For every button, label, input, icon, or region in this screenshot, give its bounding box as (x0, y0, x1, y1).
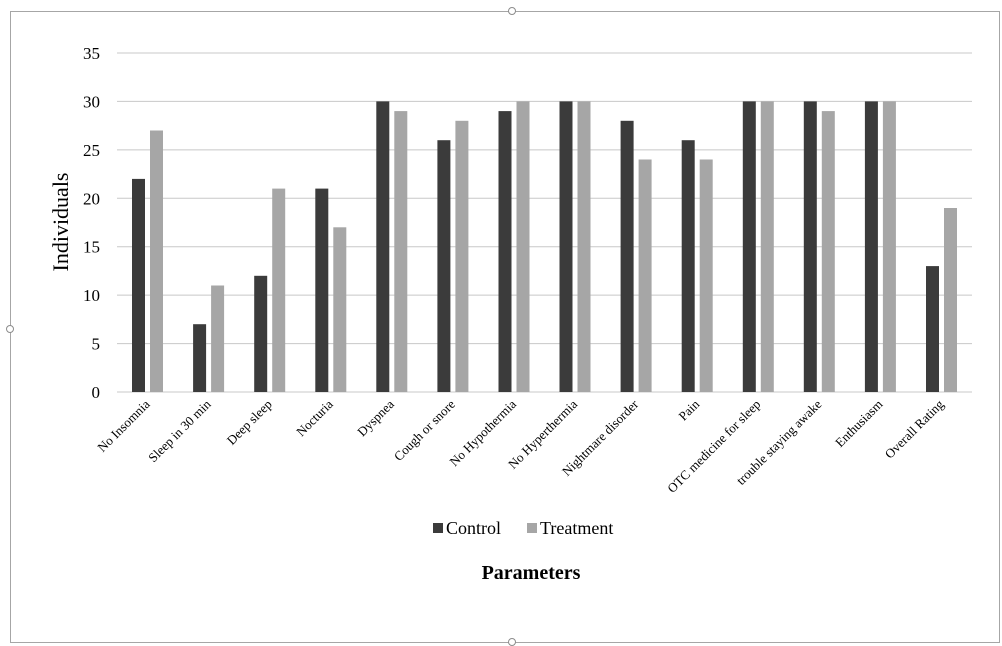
bar-control (926, 266, 939, 392)
grid-lines (117, 52, 972, 393)
x-tick-label: No Insomnia (94, 396, 153, 455)
y-tick-label: 20 (83, 189, 100, 208)
x-tick-label: Pain (675, 396, 702, 423)
legend-swatch-control (433, 523, 443, 533)
bar-control (498, 111, 512, 392)
bar-treatment (821, 111, 835, 392)
bar-treatment (944, 208, 957, 392)
bar-control (437, 140, 451, 392)
y-tick-label: 10 (83, 286, 100, 305)
bar-control (742, 101, 756, 393)
bar-treatment (394, 111, 408, 392)
resize-handle-left[interactable] (6, 325, 14, 333)
bar-control (864, 101, 878, 393)
bar-control (559, 101, 573, 393)
x-tick-label: Overall Rating (882, 396, 947, 461)
bar-control (315, 188, 329, 392)
x-axis-label: Parameters (482, 562, 581, 584)
y-tick-label: 15 (83, 238, 100, 257)
y-tick-label: 35 (83, 44, 100, 63)
bar-treatment (272, 188, 286, 392)
bar-treatment (638, 159, 652, 392)
y-tick-labels: 0 5 10 15 20 25 30 35 (83, 44, 100, 402)
bar-control (620, 120, 634, 393)
legend-swatch-treatment (527, 523, 537, 533)
x-tick-label: Nocturia (293, 396, 336, 439)
y-tick-label: 5 (92, 335, 101, 354)
x-tick-label: Deep sleep (224, 397, 275, 448)
y-tick-label: 0 (92, 383, 101, 402)
bar-control (376, 101, 390, 393)
bar-treatment (699, 159, 713, 392)
x-tick-label: Enthusiasm (832, 397, 886, 451)
bar-control (193, 324, 207, 392)
bar-treatment (516, 101, 530, 393)
x-tick-label: Cough or snore (391, 396, 458, 463)
bar-treatment (333, 227, 347, 392)
bar-control (681, 140, 695, 392)
bar-treatment (577, 101, 591, 393)
bar-treatment (455, 120, 469, 393)
resize-handle-top[interactable] (508, 7, 516, 15)
bar-treatment (760, 101, 774, 393)
bar-control (254, 275, 268, 392)
legend: Control Treatment (433, 518, 613, 538)
x-tick-label: Sleep in 30 min (145, 396, 214, 465)
y-tick-label: 30 (83, 92, 100, 111)
x-tick-label: Dyspnea (354, 396, 397, 439)
bar-control (132, 178, 145, 392)
bars (132, 101, 957, 393)
y-tick-label: 25 (83, 141, 100, 160)
bar-treatment (150, 130, 163, 392)
legend-label-control: Control (446, 518, 501, 538)
bar-treatment (211, 285, 225, 392)
y-axis-label: Individuals (48, 173, 73, 272)
bar-treatment (882, 101, 896, 393)
legend-label-treatment: Treatment (540, 518, 613, 538)
bar-control (803, 101, 817, 393)
